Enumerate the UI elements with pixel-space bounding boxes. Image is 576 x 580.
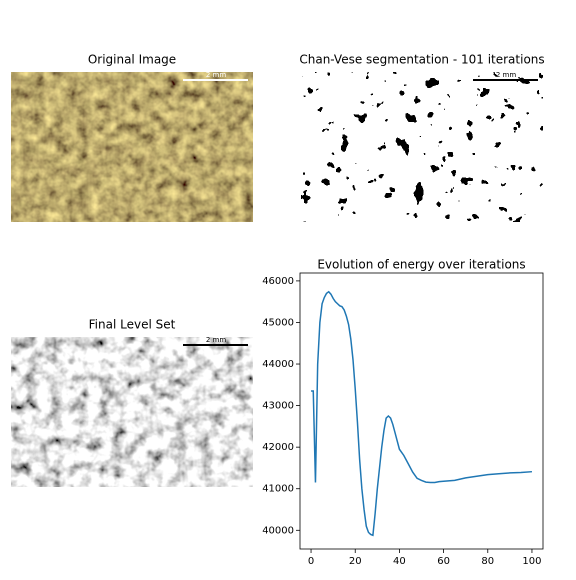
- scale-label: 2 mm: [206, 71, 226, 79]
- panel-title: Chan-Vese segmentation - 101 iterations: [299, 53, 544, 67]
- x-tick-label: 0: [308, 556, 314, 567]
- image: [11, 72, 253, 222]
- panel-title: Original Image: [88, 53, 176, 67]
- scale-label: 2 mm: [496, 71, 516, 79]
- energy-line: [311, 290, 533, 537]
- y-tick-label: 41000: [262, 484, 294, 495]
- y-tick-label: 42000: [262, 442, 294, 453]
- panel-title: Evolution of energy over iterations: [317, 258, 525, 272]
- panel-title: Final Level Set: [89, 318, 176, 332]
- y-tick-label: 45000: [262, 317, 294, 328]
- plot-frame: [299, 272, 544, 550]
- y-tick-label: 46000: [262, 276, 294, 287]
- x-tick-label: 100: [522, 556, 541, 567]
- x-tick-label: 20: [349, 556, 362, 567]
- image: [301, 72, 543, 222]
- y-tick-label: 43000: [262, 401, 294, 412]
- x-tick-label: 40: [393, 556, 406, 567]
- scale-label: 2 mm: [206, 336, 226, 344]
- x-tick-label: 80: [481, 556, 494, 567]
- y-tick-label: 44000: [262, 359, 294, 370]
- x-tick-label: 60: [437, 556, 450, 567]
- y-tick-label: 40000: [262, 525, 294, 536]
- image: [11, 337, 253, 487]
